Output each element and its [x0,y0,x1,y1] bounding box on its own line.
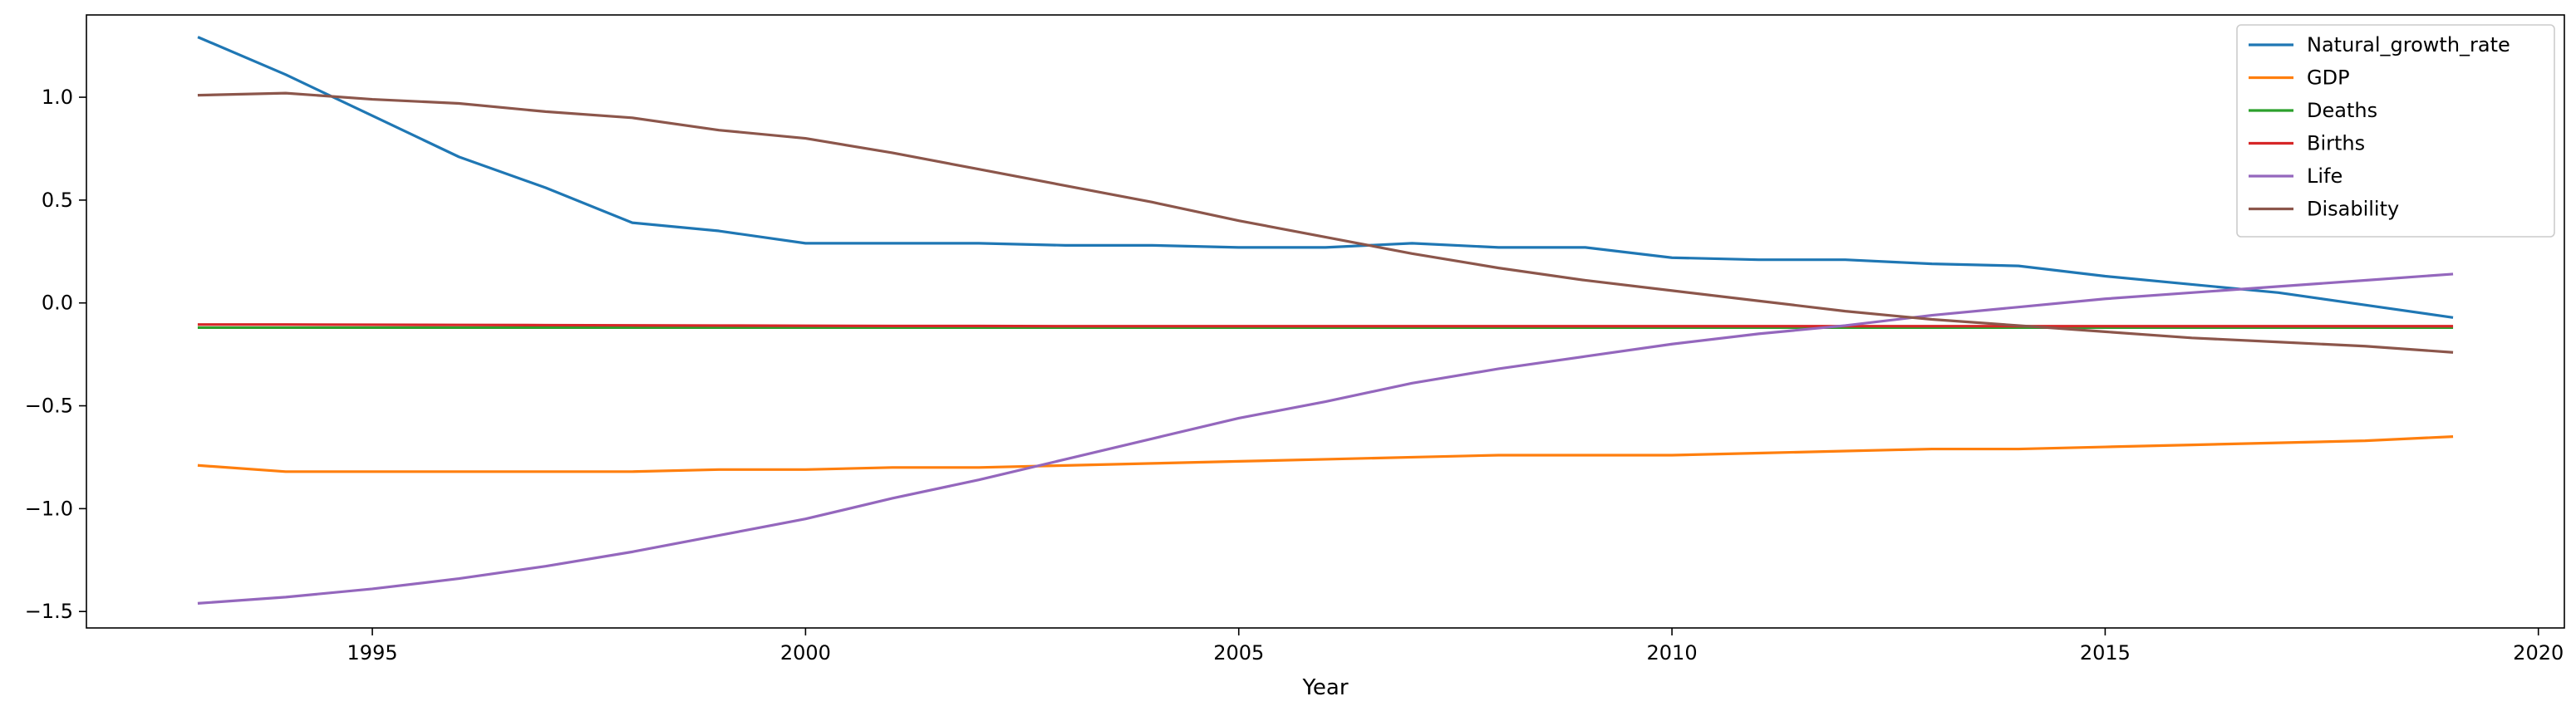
y-tick-label: 1.0 [42,86,73,109]
x-tick-label: 2020 [2513,641,2564,665]
legend-label: Natural_growth_rate [2307,33,2510,56]
series-line-life [197,272,2454,605]
legend-label: Disability [2307,198,2399,221]
y-tick-label: −1.0 [25,497,73,520]
legend-label: Life [2307,164,2342,188]
plot-area-frame [86,14,2565,629]
series-line-disability [197,91,2454,354]
legend-label: GDP [2307,66,2350,90]
y-axis-ticks: −1.5 −1.0 −0.5 0.0 0.5 1.0 [25,86,86,623]
x-axis-label: Year [1301,675,1348,700]
x-tick-label: 1995 [347,641,398,665]
y-tick-label: 0.5 [42,189,73,212]
series-line-births [197,323,2454,328]
x-axis-ticks: 1995 2000 2005 2010 2015 2020 [347,628,2564,665]
y-tick-label: 0.0 [42,292,73,315]
y-tick-label: −0.5 [25,395,73,418]
x-tick-label: 2005 [1213,641,1264,665]
x-tick-label: 2010 [1647,641,1698,665]
series-layer [197,36,2454,605]
x-tick-label: 2015 [2080,641,2131,665]
y-tick-label: −1.5 [25,600,73,623]
plot-area-background [86,15,2564,628]
x-tick-label: 2000 [780,641,831,665]
legend-box [2236,24,2555,238]
legend-label: Births [2307,132,2365,155]
series-line-natural-growth-rate [197,36,2454,319]
legend-label: Deaths [2307,99,2377,122]
legend: Natural_growth_rate GDP Deaths Births Life Di… [2236,24,2555,238]
series-line-gdp [197,435,2454,473]
